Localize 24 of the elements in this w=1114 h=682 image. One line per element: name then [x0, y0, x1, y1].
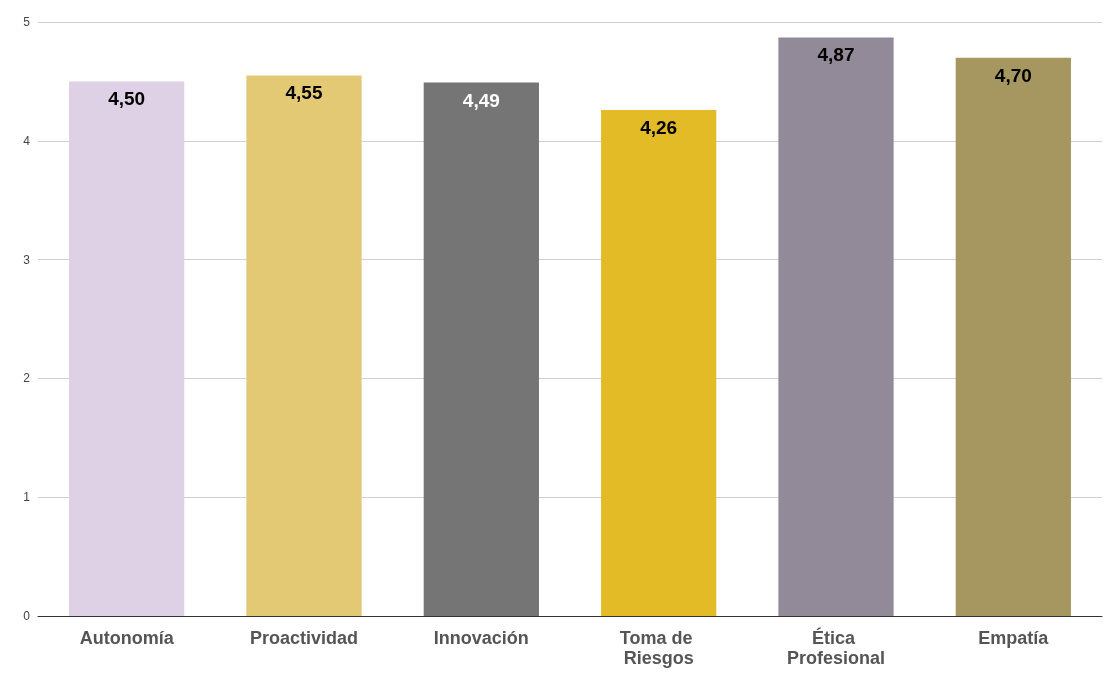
- y-tick-label: 2: [23, 371, 31, 386]
- y-tick-label: 3: [23, 252, 31, 267]
- y-tick-label: 1: [23, 490, 31, 505]
- bar: [69, 81, 185, 616]
- data-label: 4,26: [640, 116, 678, 138]
- bar: [246, 75, 362, 616]
- x-tick-label: Ética Profesional: [786, 627, 886, 668]
- x-tick-label: Toma de Riesgos: [619, 628, 698, 668]
- x-tick-label: Autonomía: [79, 628, 175, 648]
- x-tick-label: Proactividad: [249, 628, 359, 648]
- x-tick-label: Empatía: [978, 628, 1050, 648]
- data-label: 4,50: [108, 88, 146, 110]
- bar: [601, 109, 717, 616]
- bar: [955, 57, 1071, 616]
- data-label: 4,55: [285, 82, 323, 104]
- data-label: 4,87: [817, 44, 855, 66]
- y-tick-label: 5: [23, 15, 31, 29]
- bar: [423, 82, 539, 616]
- data-label: 4,49: [462, 89, 500, 111]
- data-label: 4,70: [994, 64, 1032, 86]
- x-tick-label: Innovación: [433, 628, 529, 648]
- bar: [778, 37, 894, 616]
- y-tick-label: 0: [23, 609, 31, 623]
- y-tick-label: 4: [23, 133, 31, 148]
